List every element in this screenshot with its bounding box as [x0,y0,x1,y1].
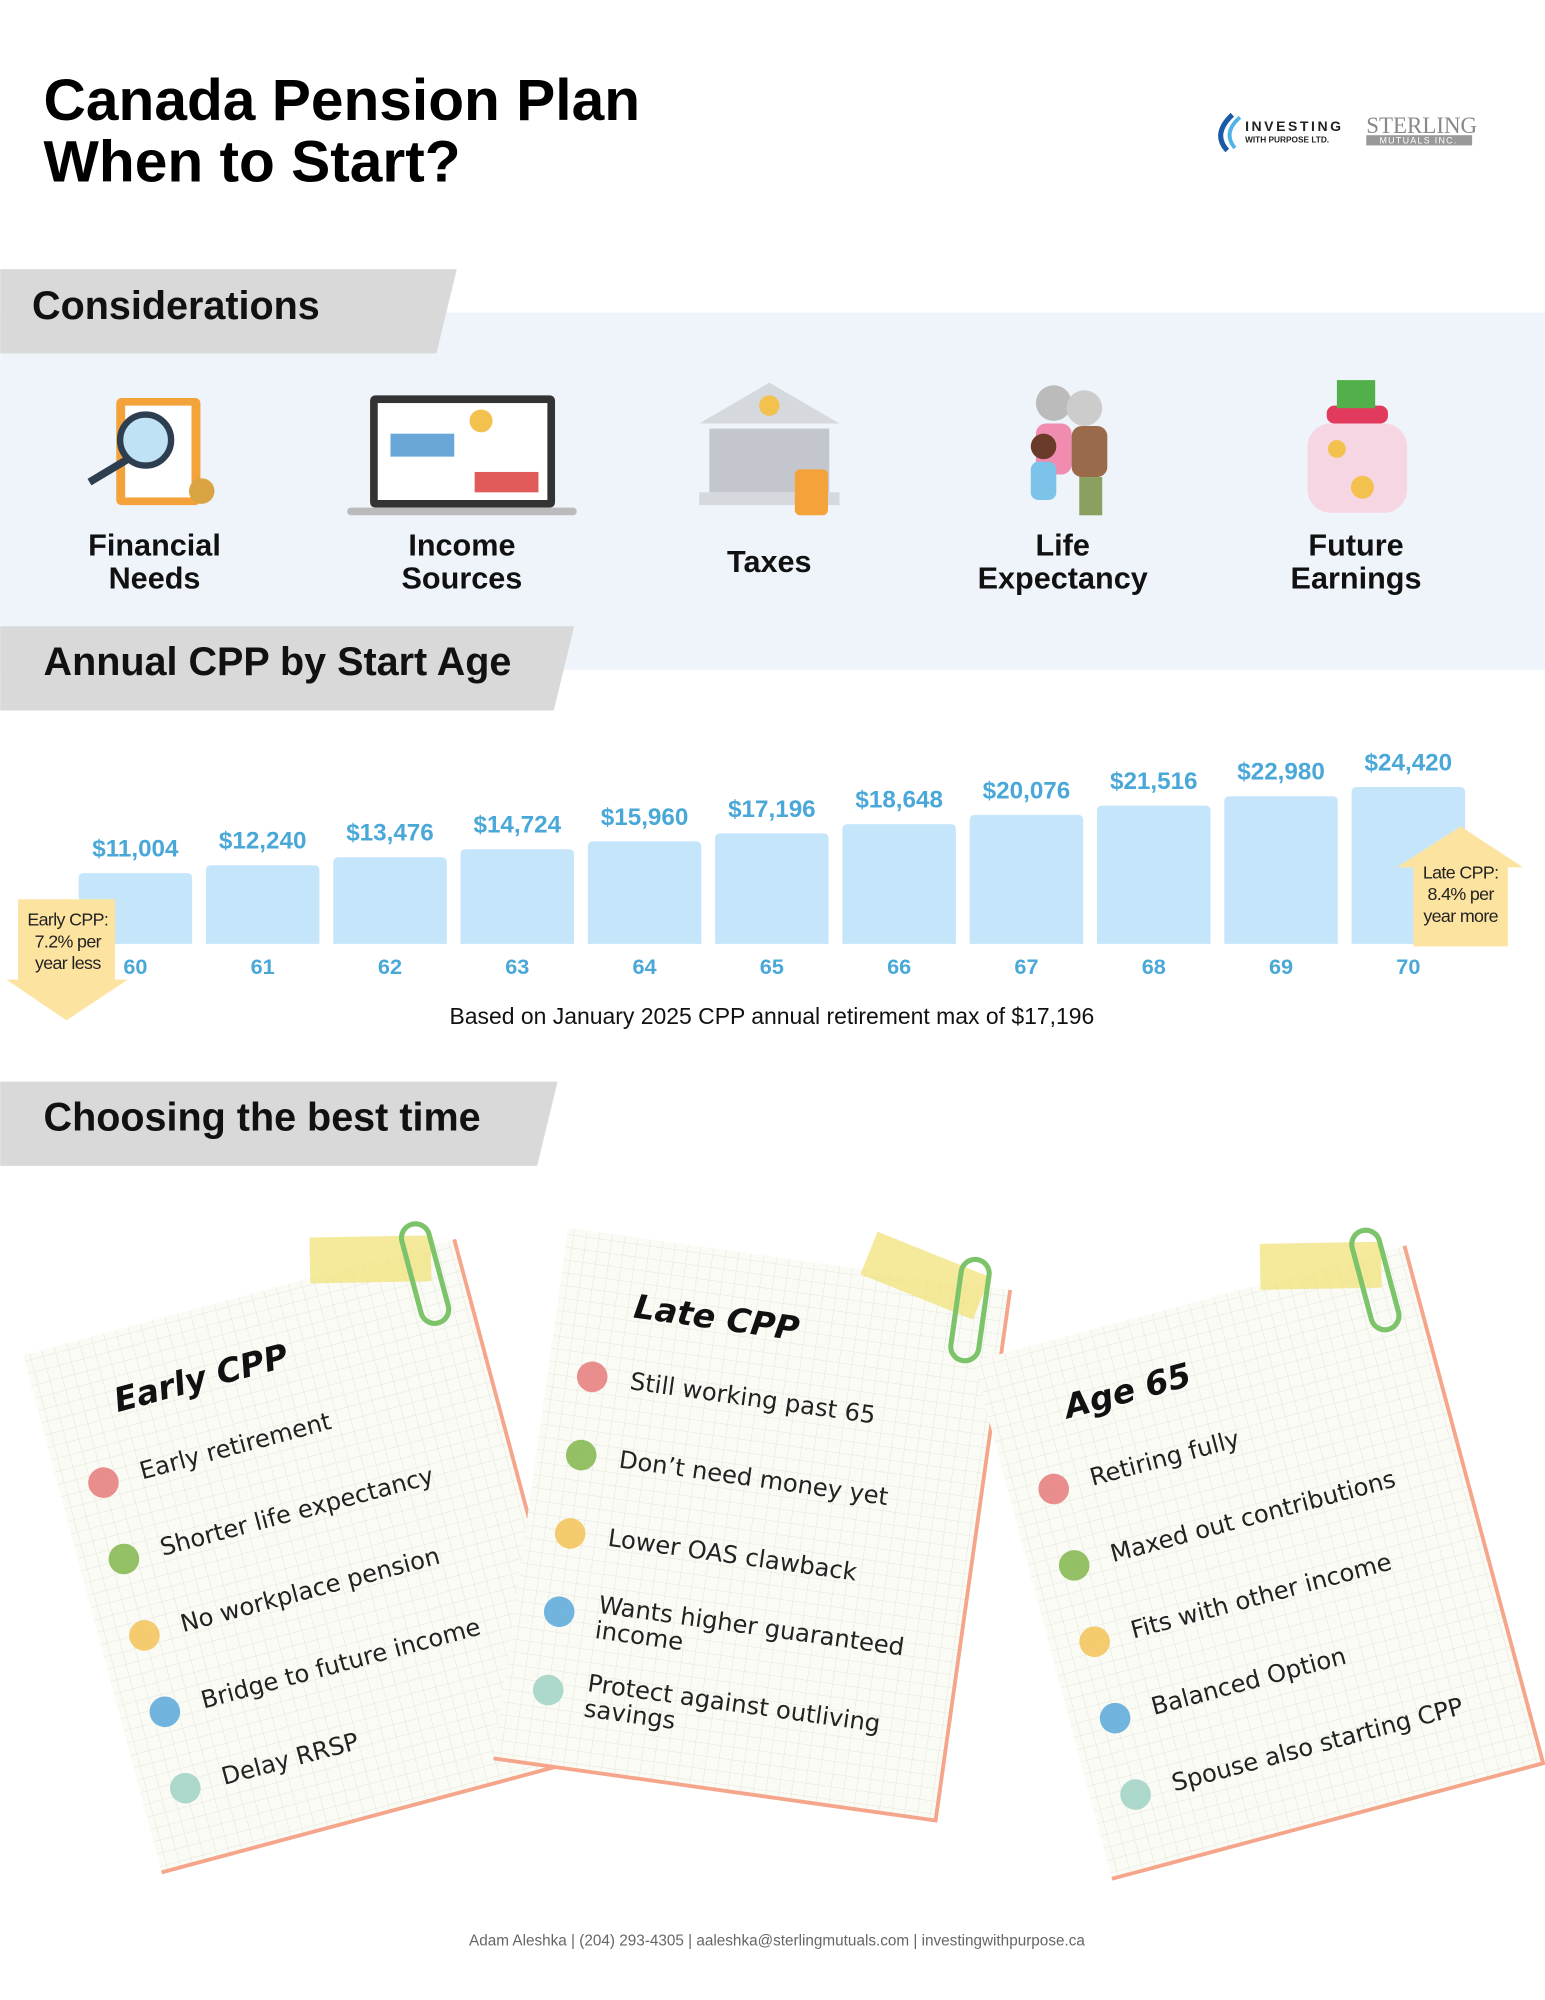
x-tick-label: 70 [1396,954,1420,979]
paperclip [1349,1227,1402,1333]
logo-text: WITH PURPOSE LTD. [1245,134,1329,144]
value-label: $20,076 [983,777,1071,804]
consideration-label: Earnings [1291,561,1422,595]
bar [587,841,702,944]
consideration-label: Taxes [727,545,812,579]
card-edge [493,1289,1013,1823]
x-tick-label: 65 [760,954,784,979]
section-banner [0,269,457,354]
item-icon [543,1596,575,1628]
value-label: $14,724 [473,812,561,839]
bar [1224,796,1338,944]
consideration-label: Financial [88,528,221,562]
bar [460,849,575,944]
value-label: $24,420 [1365,749,1453,776]
item-icon [129,1620,160,1651]
x-tick-label: 68 [1142,954,1166,979]
section-banner [0,1081,558,1166]
logo-text: INVESTING [1245,118,1344,134]
title: Canada Pension Plan [44,68,641,133]
item-icon [554,1518,586,1549]
card-paper [973,1245,1544,1879]
item-icon [576,1361,608,1393]
item-icon [1120,1779,1151,1810]
paperclip [948,1256,992,1364]
value-label: $17,196 [728,796,816,823]
value-label: $11,004 [92,836,179,863]
bar [842,824,956,944]
item-icon [88,1467,119,1498]
section-title: Annual CPP by Start Age [44,640,512,684]
card-paper [493,1227,1011,1821]
section-title: Choosing the best time [44,1095,481,1139]
x-tick-label: 69 [1269,954,1293,979]
value-label: $21,516 [1110,768,1198,795]
value-label: $15,960 [601,804,689,831]
x-tick-label: 64 [633,954,657,979]
item-icon [565,1439,597,1471]
bar [1096,805,1211,944]
annotation: Early CPP: [27,910,108,930]
footer: Adam Aleshka | (204) 293-4305 | aaleshka… [469,1932,1085,1949]
x-tick-label: 62 [378,954,402,979]
item-icon [108,1543,140,1575]
x-tick-label: 61 [251,954,275,979]
annotation: 7.2% per [35,931,102,951]
bar [715,833,829,944]
item-icon [1038,1473,1070,1505]
consideration-label: Future [1308,528,1403,562]
item-icon [532,1674,564,1706]
x-tick-label: 63 [505,954,529,979]
value-label: $13,476 [346,820,434,847]
item-icon [149,1696,181,1728]
x-tick-label: 60 [123,954,147,979]
item-icon [1079,1626,1110,1658]
consideration-label: Needs [109,561,201,595]
value-label: $12,240 [219,828,307,855]
bar [333,857,447,944]
bar [969,814,1084,944]
logo-text: STERLING [1366,113,1477,138]
bar [205,865,320,944]
logo-mark [1218,112,1242,153]
value-label: $18,648 [855,787,943,814]
annotation: 8.4% per [1427,884,1494,904]
x-tick-label: 66 [887,954,911,979]
consideration-label: Expectancy [978,561,1148,595]
annotation: year less [35,953,101,973]
annotation: Late CPP: [1423,862,1499,882]
item-icon [1099,1702,1131,1734]
section-title: Considerations [32,284,320,328]
annotation: year more [1423,906,1498,926]
item-icon [1058,1550,1090,1581]
late-arrow [1396,826,1524,947]
logo-text: MUTUALS INC. [1379,135,1457,145]
item-icon [170,1772,201,1804]
consideration-icons [87,380,1408,516]
value-label: $22,980 [1237,759,1325,786]
title: When to Start? [44,129,461,194]
consideration-label: Sources [402,561,523,595]
consideration-label: Income [408,528,515,562]
early-arrow [6,899,128,1021]
paperclip [398,1221,452,1326]
consideration-label: Life [1035,528,1089,562]
bar-chart: $11,004 60 $12,240 61 $13,476 62 $14,724 63 $15,… [6,749,1524,1029]
chart-note: Based on January 2025 CPP annual retirem… [449,1003,1094,1029]
card-paper [23,1239,593,1873]
card-edge [1111,1245,1545,1881]
logo-band [1366,135,1473,146]
x-tick-label: 67 [1014,954,1038,979]
section-banner [0,626,575,711]
